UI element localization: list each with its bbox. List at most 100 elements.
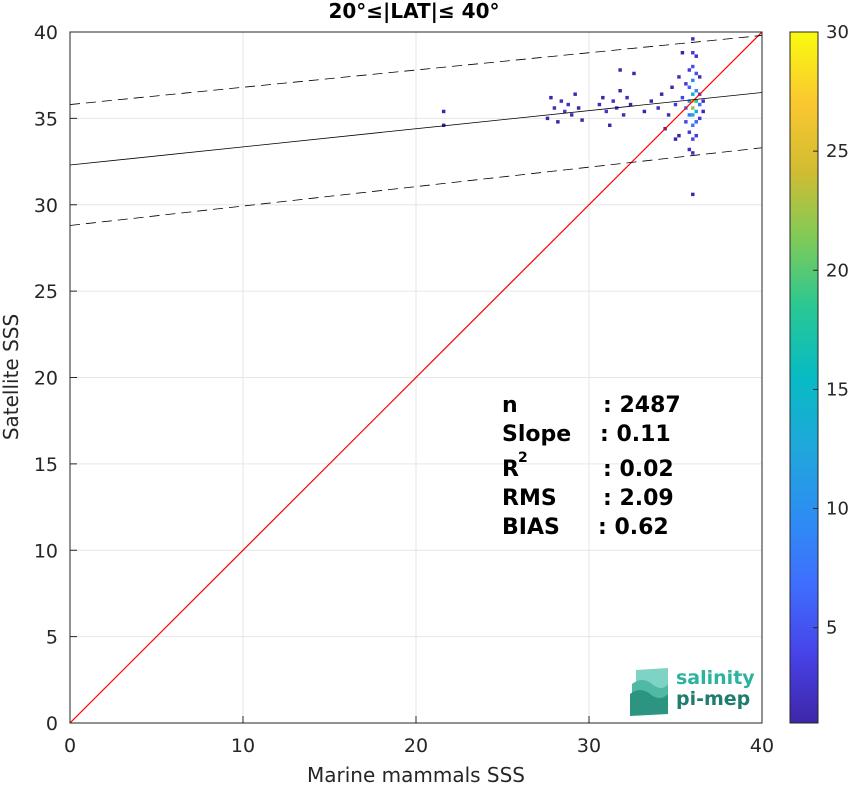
x-tick-label: 20 <box>404 735 428 757</box>
density-cell <box>687 85 692 90</box>
density-cell <box>691 64 695 69</box>
density-cell <box>691 137 695 141</box>
colorbar-tick-label: 10 <box>826 499 849 520</box>
y-tick-label: 5 <box>46 627 58 649</box>
y-axis-label: Satellite SSS <box>0 314 23 440</box>
density-cell <box>687 147 692 152</box>
density-cell <box>677 75 681 79</box>
density-cell <box>691 192 695 197</box>
density-cell <box>552 106 557 110</box>
density-cell <box>628 102 633 107</box>
density-cell <box>608 123 612 128</box>
density-cell <box>694 120 698 124</box>
density-cell <box>569 113 574 117</box>
y-axis-ticks: 0 5 10 15 20 25 30 35 40 <box>34 22 77 735</box>
stat-slope-value: : 0.11 <box>600 422 671 447</box>
y-tick-label: 40 <box>34 22 58 44</box>
density-cell <box>691 113 695 117</box>
density-cell <box>684 120 688 124</box>
density-cell <box>691 78 695 83</box>
density-cell <box>573 92 577 96</box>
density-cell <box>691 51 695 55</box>
salinity-logo: salinity pi-mep <box>630 667 755 716</box>
y-tick-label: 30 <box>34 195 58 217</box>
density-cell <box>580 118 584 122</box>
x-tick-label: 30 <box>577 735 601 757</box>
stat-rms-label: RMS <box>502 486 557 511</box>
density-cell <box>680 51 685 55</box>
x-axis-ticks: 0 10 20 30 40 <box>64 716 774 757</box>
density-cell <box>697 116 702 121</box>
density-cell <box>691 92 695 96</box>
density-cell <box>687 99 692 103</box>
density-cell <box>618 89 622 93</box>
wave-logo-icon <box>630 668 668 716</box>
density-cell <box>701 99 705 103</box>
x-tick-label: 40 <box>750 735 774 757</box>
density-cell <box>687 113 692 117</box>
stat-rms-value: : 2.09 <box>603 486 674 511</box>
density-cell <box>441 123 446 128</box>
colorbar-ticks: 5 10 15 20 25 30 <box>813 22 849 639</box>
stat-n-value: : 2487 <box>603 393 681 418</box>
density-cell <box>691 106 695 110</box>
density-cell <box>694 54 698 58</box>
density-cell <box>697 75 702 79</box>
density-cell <box>611 99 615 103</box>
density-cell <box>694 89 698 93</box>
density-cell <box>563 109 567 114</box>
regression-lines <box>70 32 762 723</box>
stat-r2-label: R <box>502 457 519 482</box>
density-cell <box>694 99 698 103</box>
chart-title: 20°≤|LAT|≤ 40° <box>328 0 499 23</box>
colorbar-tick-label: 15 <box>826 379 849 400</box>
fit-lower-line <box>70 147 762 226</box>
density-cell <box>684 82 688 86</box>
y-tick-label: 35 <box>34 108 58 130</box>
logo-line1: salinity <box>676 667 755 689</box>
density-cell <box>694 109 698 114</box>
density-cell <box>601 95 605 100</box>
stat-bias-value: : 0.62 <box>598 515 669 540</box>
fit-line <box>70 92 762 166</box>
density-points <box>441 37 705 197</box>
density-cell <box>701 109 705 114</box>
colorbar-tick-label: 5 <box>826 618 837 639</box>
colorbar-tick-label: 30 <box>826 22 849 43</box>
colorbar <box>789 31 819 724</box>
density-cell <box>694 71 698 76</box>
stat-n-label: n <box>502 393 518 418</box>
logo-line2: pi-mep <box>676 688 750 710</box>
density-cell <box>677 133 681 138</box>
density-cell <box>441 109 446 114</box>
density-cell <box>625 95 629 100</box>
density-cell <box>632 71 636 76</box>
stat-r2-value: : 0.02 <box>603 457 674 482</box>
y-tick-label: 20 <box>34 368 58 390</box>
stats-box: n : 2487 Slope : 0.11 R 2 : 0.02 RMS : 2… <box>502 393 681 540</box>
stat-bias-label: BIAS <box>502 515 560 540</box>
y-tick-label: 25 <box>34 281 58 303</box>
density-cell <box>691 37 695 41</box>
y-tick-label: 10 <box>34 540 58 562</box>
identity-line <box>70 32 762 723</box>
density-cell <box>604 109 609 114</box>
stat-r2-sup: 2 <box>518 450 528 466</box>
density-cell <box>649 99 654 103</box>
density-cell <box>691 151 695 155</box>
stat-slope-label: Slope <box>502 422 571 447</box>
density-cell <box>673 137 678 141</box>
density-cell <box>545 116 550 121</box>
density-cell <box>694 133 698 138</box>
density-cell <box>697 102 702 107</box>
density-cell <box>556 120 560 124</box>
x-tick-label: 10 <box>231 735 255 757</box>
density-cell <box>687 130 692 134</box>
density-cell <box>549 95 553 100</box>
density-cell <box>621 113 626 117</box>
density-cell <box>576 106 581 110</box>
density-cell <box>670 85 674 90</box>
colorbar-tick-label: 20 <box>826 260 849 281</box>
density-cell <box>597 102 602 107</box>
